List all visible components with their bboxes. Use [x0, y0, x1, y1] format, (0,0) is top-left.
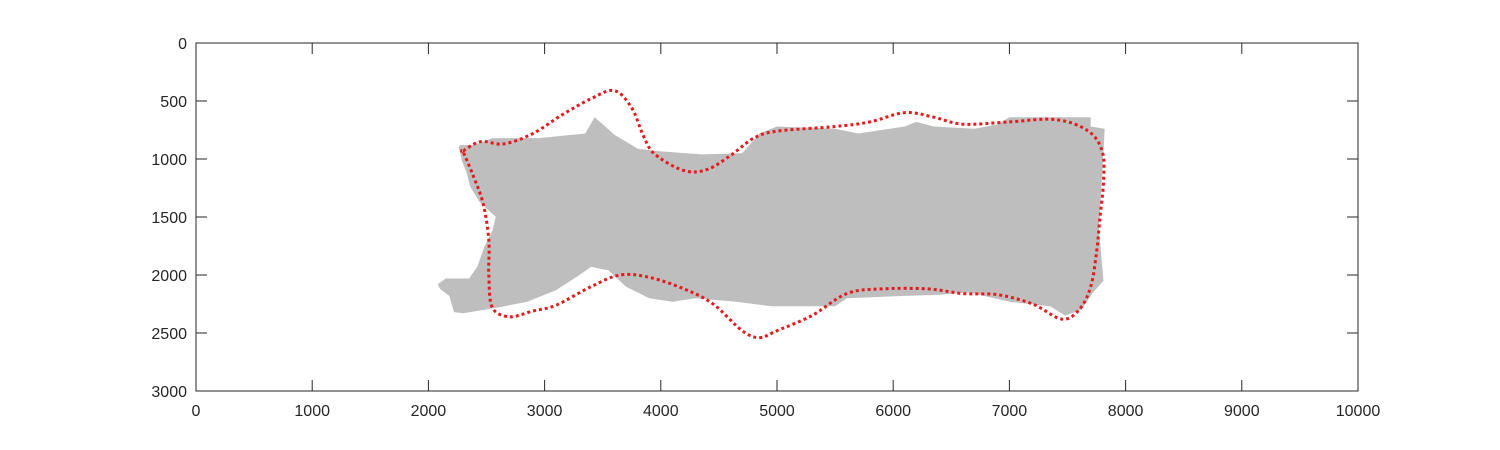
x-tick-label: 2000 [411, 403, 447, 420]
dotted-contour [460, 88, 1106, 340]
filled-region [437, 117, 1105, 316]
y-tick-label: 1500 [151, 210, 187, 227]
y-axis: 0 500 1000 1500 2000 2500 3000 [151, 36, 1358, 401]
x-tick-label: 4000 [643, 403, 679, 420]
y-tick-label: 2000 [151, 268, 187, 285]
x-tick-label: 10000 [1336, 403, 1381, 420]
y-tick-label: 3000 [151, 384, 187, 401]
x-tick-label: 0 [192, 403, 201, 420]
x-tick-label: 7000 [992, 403, 1028, 420]
x-tick-label: 5000 [759, 403, 795, 420]
x-tick-label: 6000 [875, 403, 911, 420]
x-tick-label: 9000 [1224, 403, 1260, 420]
x-tick-label: 8000 [1108, 403, 1144, 420]
y-tick-label: 500 [160, 94, 187, 111]
y-tick-label: 1000 [151, 152, 187, 169]
x-tick-label: 1000 [294, 403, 330, 420]
y-tick-label: 2500 [151, 326, 187, 343]
y-tick-label: 0 [178, 36, 187, 53]
x-axis: 0 1000 2000 3000 4000 5000 6000 7000 8000 9000 100… [192, 43, 1381, 420]
x-tick-label: 3000 [527, 403, 563, 420]
